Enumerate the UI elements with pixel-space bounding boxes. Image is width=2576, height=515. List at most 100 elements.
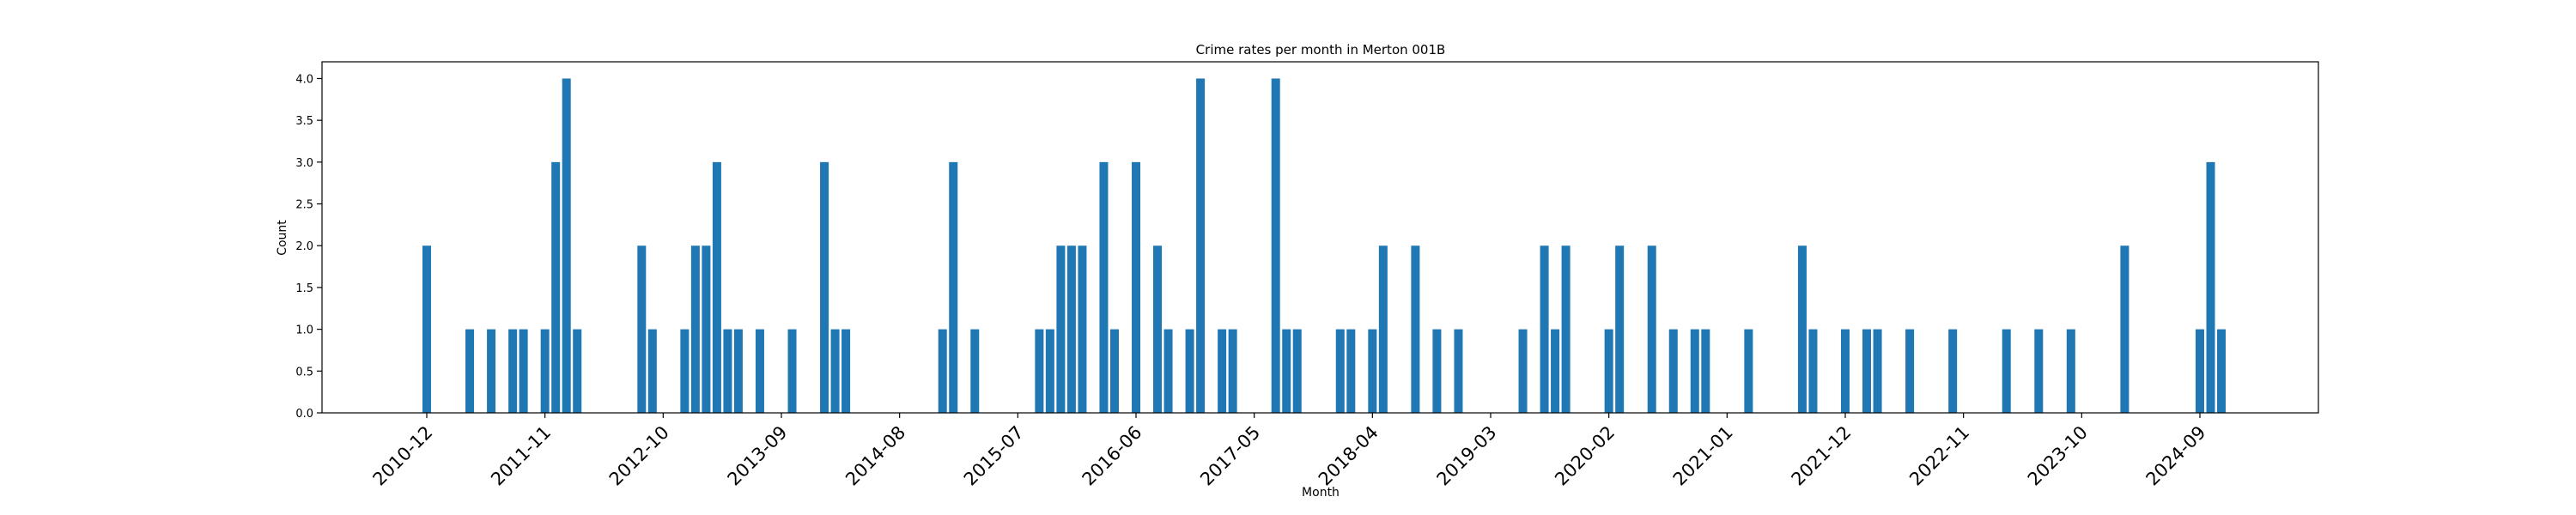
y-tick-label: 0.0 bbox=[295, 408, 313, 421]
bar-2018-04 bbox=[1368, 329, 1377, 413]
bar-2016-08 bbox=[1153, 245, 1163, 413]
bar-2019-08 bbox=[1540, 245, 1549, 413]
bar-2010-12 bbox=[422, 245, 431, 413]
y-axis: 0.0 0.5 1.0 1.5 2.0 2.5 3.0 3.5 4.0 bbox=[295, 73, 322, 421]
bar-2016-09 bbox=[1163, 329, 1173, 413]
bar-2021-09 bbox=[1808, 329, 1818, 413]
bar-2011-06 bbox=[487, 329, 496, 413]
y-tick-label: 1.5 bbox=[295, 282, 313, 295]
bar-2022-06 bbox=[1905, 329, 1915, 413]
bar-2011-08 bbox=[508, 329, 518, 413]
bar-2011-12 bbox=[551, 161, 561, 414]
x-tick-label: 2021-01 bbox=[1669, 422, 1737, 490]
x-tick-label: 2020-02 bbox=[1551, 422, 1619, 490]
bar-2011-04 bbox=[465, 329, 475, 413]
x-tick-label: 2010-12 bbox=[369, 422, 437, 490]
bar-2015-01 bbox=[949, 161, 958, 414]
x-tick-label: 2016-06 bbox=[1078, 422, 1146, 490]
x-tick-label: 2024-09 bbox=[2142, 422, 2210, 490]
bar-2024-02 bbox=[2120, 245, 2129, 413]
bar-2018-08 bbox=[1411, 245, 1420, 413]
bar-2013-02 bbox=[702, 245, 711, 413]
bar-2015-03 bbox=[970, 329, 980, 413]
bar-2022-10 bbox=[1948, 329, 1958, 413]
bar-2020-06 bbox=[1647, 245, 1656, 413]
bar-2015-11 bbox=[1056, 245, 1066, 413]
bar-2020-03 bbox=[1615, 245, 1625, 413]
bar-2014-02 bbox=[830, 329, 840, 413]
bar-2022-03 bbox=[1873, 329, 1882, 413]
x-tick-label: 2015-07 bbox=[960, 422, 1028, 490]
bar-2018-02 bbox=[1346, 329, 1356, 413]
bar-2021-12 bbox=[1840, 329, 1850, 413]
bar-2012-08 bbox=[637, 245, 647, 413]
bar-2018-01 bbox=[1335, 329, 1345, 413]
bar-2019-06 bbox=[1518, 329, 1528, 413]
bar-2017-09 bbox=[1292, 329, 1302, 413]
bar-2023-06 bbox=[2034, 329, 2044, 413]
x-tick-label: 2022-11 bbox=[1905, 422, 1973, 490]
x-tick-label: 2013-09 bbox=[724, 422, 792, 490]
bar-2019-10 bbox=[1561, 245, 1571, 413]
bar-2016-04 bbox=[1109, 329, 1119, 413]
bar-2013-07 bbox=[755, 329, 764, 413]
bar-2014-03 bbox=[841, 329, 851, 413]
bar-2020-08 bbox=[1668, 329, 1678, 413]
bar-2012-09 bbox=[647, 329, 657, 413]
bar-2017-03 bbox=[1228, 329, 1237, 413]
bar-2012-02 bbox=[573, 329, 582, 413]
y-tick-label: 2.5 bbox=[295, 199, 313, 212]
bar-2011-11 bbox=[540, 329, 550, 413]
bar-2020-02 bbox=[1604, 329, 1613, 413]
x-tick-label: 2014-08 bbox=[841, 422, 909, 490]
y-tick-label: 3.0 bbox=[295, 157, 313, 170]
x-axis: 2010-12 2011-11 2012-10 2013-09 2014-08 2015-… bbox=[369, 413, 2210, 490]
bar-2020-10 bbox=[1690, 329, 1699, 413]
x-axis-label: Month bbox=[1302, 486, 1340, 500]
bar-2021-03 bbox=[1744, 329, 1753, 413]
bar-2023-09 bbox=[2066, 329, 2075, 413]
x-tick-label: 2017-05 bbox=[1196, 422, 1264, 490]
bar-2017-07 bbox=[1271, 78, 1280, 413]
y-tick-label: 0.5 bbox=[295, 366, 313, 379]
bar-2015-09 bbox=[1035, 329, 1044, 413]
bar-2016-11 bbox=[1185, 329, 1194, 413]
bar-2015-12 bbox=[1066, 245, 1076, 413]
bar-2024-10 bbox=[2206, 161, 2215, 414]
y-axis-label: Count bbox=[276, 220, 289, 256]
bar-2024-09 bbox=[2195, 329, 2204, 413]
bar-2021-08 bbox=[1797, 245, 1807, 413]
bar-2011-09 bbox=[519, 329, 528, 413]
plot-frame bbox=[321, 61, 2319, 414]
bar-2024-11 bbox=[2217, 329, 2227, 413]
bar-2013-10 bbox=[787, 329, 797, 413]
bar-2016-03 bbox=[1099, 161, 1109, 414]
bar-2023-03 bbox=[2002, 329, 2011, 413]
bar-2018-05 bbox=[1378, 245, 1388, 413]
bar-2020-11 bbox=[1701, 329, 1710, 413]
bar-2019-09 bbox=[1551, 329, 1560, 413]
y-tick-label: 1.0 bbox=[295, 324, 313, 337]
bar-2018-10 bbox=[1432, 329, 1442, 413]
bar-2012-12 bbox=[680, 329, 690, 413]
x-tick-label: 2011-11 bbox=[487, 422, 555, 490]
chart-title: Crime rates per month in Merton 001B bbox=[1196, 42, 1446, 58]
bar-2018-12 bbox=[1454, 329, 1463, 413]
bar-2016-01 bbox=[1078, 245, 1087, 413]
bar-2022-02 bbox=[1862, 329, 1872, 413]
bar-2017-08 bbox=[1282, 329, 1291, 413]
bars-group bbox=[422, 78, 2227, 414]
bar-2012-01 bbox=[562, 78, 571, 413]
x-tick-label: 2023-10 bbox=[2024, 422, 2092, 490]
bar-2016-06 bbox=[1131, 161, 1140, 414]
bar-2015-10 bbox=[1045, 329, 1054, 413]
y-tick-label: 3.5 bbox=[295, 115, 313, 128]
x-tick-label: 2021-12 bbox=[1788, 422, 1856, 490]
x-tick-label: 2018-04 bbox=[1315, 422, 1382, 490]
bar-2016-12 bbox=[1196, 78, 1206, 413]
bar-2013-04 bbox=[723, 329, 732, 413]
bar-2013-05 bbox=[733, 329, 743, 413]
y-tick-label: 4.0 bbox=[295, 73, 313, 86]
y-tick-label: 2.0 bbox=[295, 240, 313, 253]
